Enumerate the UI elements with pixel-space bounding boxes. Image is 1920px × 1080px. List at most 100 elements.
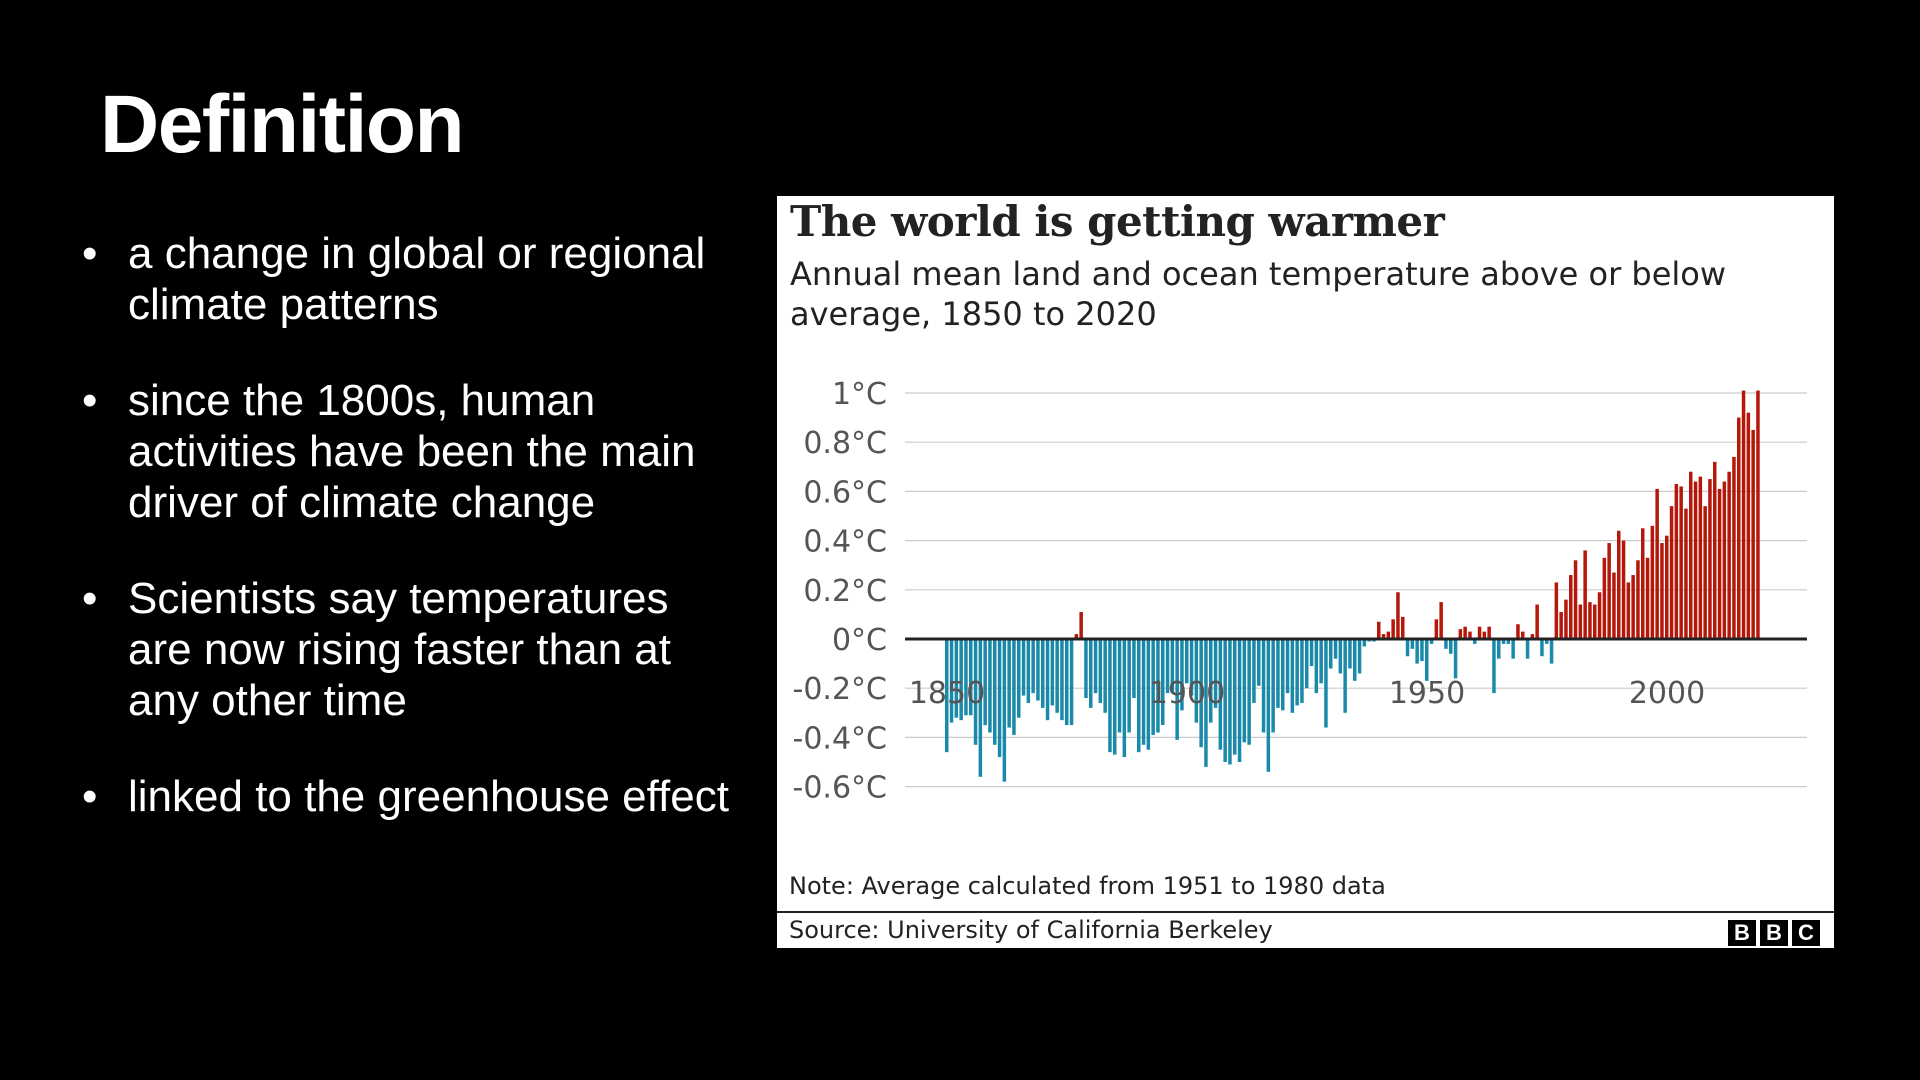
bar-1895: [1161, 639, 1165, 726]
bar-1944: [1396, 592, 1400, 639]
bar-2006: [1693, 481, 1698, 639]
bar-1887: [1122, 639, 1127, 758]
bar-2011: [1717, 488, 1722, 639]
bar-1966: [1501, 639, 1506, 644]
bar-1990: [1617, 530, 1621, 639]
bar-1907: [1218, 639, 1223, 750]
slide-title: Definition: [100, 79, 465, 170]
bar-1953: [1439, 602, 1443, 639]
bar-1979: [1564, 599, 1568, 639]
bar-1926: [1309, 639, 1314, 667]
bar-1894: [1156, 639, 1160, 733]
bar-1951: [1429, 639, 1434, 644]
bullet-dot: •: [82, 772, 98, 821]
bar-1906: [1213, 639, 1218, 708]
bar-1930: [1329, 639, 1333, 669]
bar-1971: [1525, 639, 1530, 659]
bar-1987: [1602, 557, 1607, 639]
bar-1877: [1074, 634, 1079, 639]
bar-1872: [1050, 639, 1055, 706]
bar-1876: [1069, 639, 1074, 726]
bar-1875: [1065, 639, 1069, 726]
bar-1992: [1626, 582, 1631, 639]
bar-1911: [1237, 639, 1242, 762]
bar-1946: [1405, 639, 1410, 657]
y-tick-label: 1°C: [832, 377, 887, 412]
bar-1943: [1391, 619, 1395, 639]
bar-2013: [1727, 471, 1731, 639]
bar-1941: [1381, 634, 1386, 639]
bar-1853: [959, 639, 963, 721]
x-tick-label: 2000: [1629, 676, 1705, 711]
bar-1882: [1098, 639, 1103, 703]
bar-2007: [1698, 476, 1703, 639]
bar-1916: [1261, 639, 1266, 733]
chart-source: Source: University of California Berkele…: [789, 916, 1273, 944]
bar-1914: [1252, 639, 1256, 703]
bar-2008: [1703, 506, 1707, 639]
bar-1852: [954, 639, 959, 718]
bar-1937: [1362, 639, 1367, 647]
chart-card: The world is getting warmer Annual mean …: [777, 196, 1834, 948]
bar-1862: [1002, 639, 1007, 782]
bar-1857: [978, 639, 983, 777]
y-tick-label: 0°C: [832, 623, 887, 658]
bar-2018: [1751, 429, 1755, 639]
bar-1891: [1141, 639, 1146, 745]
bullet-text: a change in global or regional climate p…: [128, 229, 706, 329]
bar-2005: [1689, 471, 1693, 639]
bullet-dot: •: [82, 574, 98, 623]
bar-1997: [1650, 525, 1655, 639]
bar-1919: [1276, 639, 1280, 708]
bullet-text: Scientists say temperatures are now risi…: [128, 574, 671, 725]
bar-1976: [1549, 639, 1554, 664]
bar-1996: [1645, 557, 1650, 639]
bar-1989: [1612, 572, 1616, 639]
bar-2016: [1741, 390, 1746, 639]
bar-1885: [1113, 639, 1117, 755]
bar-1927: [1314, 639, 1319, 694]
bar-1981: [1573, 560, 1578, 639]
bar-1958: [1463, 626, 1467, 639]
bar-1889: [1132, 639, 1136, 699]
bullet-list: • a change in global or regional climate…: [78, 228, 738, 867]
bar-1968: [1511, 639, 1515, 659]
bbc-logo-letter: B: [1760, 920, 1788, 946]
bar-1878: [1079, 611, 1083, 639]
bar-1936: [1357, 639, 1362, 674]
bar-1969: [1516, 624, 1520, 639]
bar-1904: [1204, 639, 1208, 767]
bar-1915: [1257, 639, 1261, 686]
y-tick-label: 0.6°C: [803, 475, 887, 510]
bar-1874: [1060, 639, 1064, 721]
bar-1870: [1041, 639, 1045, 708]
bar-1983: [1583, 550, 1587, 639]
bar-1879: [1084, 639, 1088, 699]
bar-1949: [1420, 639, 1424, 662]
bar-1871: [1045, 639, 1050, 721]
bullet-dot: •: [82, 229, 98, 278]
bar-1886: [1117, 639, 1122, 733]
bar-1908: [1223, 639, 1227, 762]
bar-1948: [1415, 639, 1419, 664]
y-tick-label: 0.2°C: [803, 574, 887, 609]
bar-1972: [1530, 634, 1535, 639]
bar-1902: [1194, 639, 1199, 723]
temperature-bar-chart: 1°C 0.8°C 0.6°C 0.4°C 0.2°C 0°C -0.2°C -0.4°C -0…: [793, 377, 1807, 806]
chart-note: Note: Average calculated from 1951 to 19…: [789, 872, 1386, 900]
bar-1975: [1545, 639, 1549, 644]
source-divider: [777, 911, 1834, 913]
bar-1980: [1569, 575, 1573, 639]
bar-1856: [973, 639, 978, 745]
bar-1867: [1026, 639, 1031, 703]
bar-1982: [1578, 604, 1583, 639]
x-tick-label: 1950: [1389, 676, 1465, 711]
bar-1858: [983, 639, 987, 726]
bullet-text: since the 1800s, human activities have b…: [128, 376, 696, 527]
bar-1959: [1468, 631, 1472, 639]
bar-1866: [1021, 639, 1026, 696]
bar-1934: [1348, 639, 1352, 669]
bar-1905: [1209, 639, 1213, 723]
y-tick-label: 0.4°C: [803, 525, 887, 560]
bar-1945: [1401, 616, 1405, 639]
